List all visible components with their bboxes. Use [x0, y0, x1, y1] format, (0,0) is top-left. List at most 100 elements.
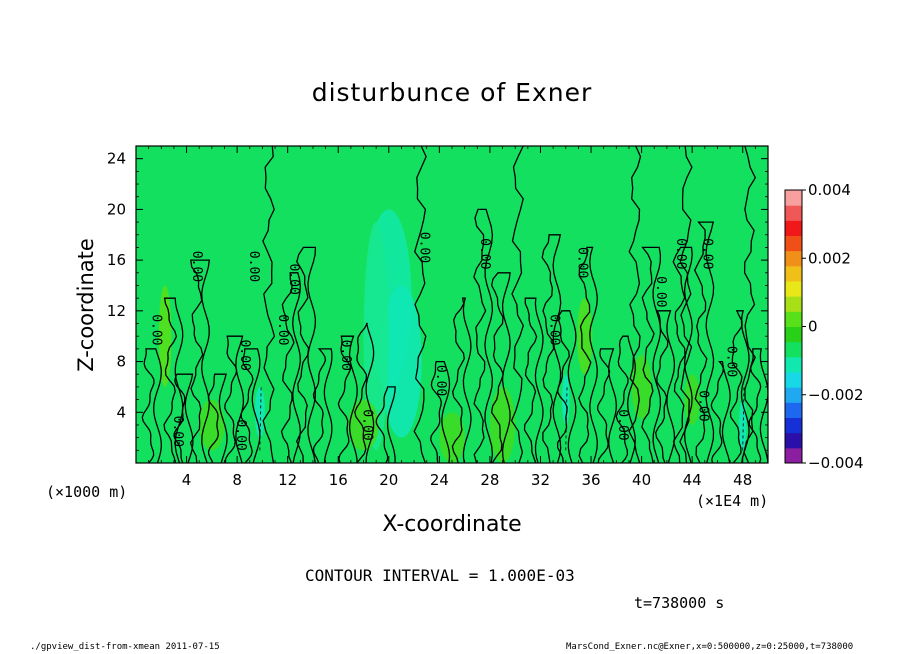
- colorbar-swatch: [785, 372, 802, 388]
- colorbar-tick-label: 0.002: [808, 249, 851, 267]
- x-tick-label: 12: [278, 471, 297, 489]
- zero-contour: [451, 297, 472, 463]
- zero-contour: [490, 272, 511, 463]
- field-patch: [561, 374, 570, 425]
- zero-contour: [597, 348, 617, 463]
- zero-contour: [207, 373, 228, 463]
- contour-label: 0.00: [547, 314, 562, 345]
- zero-contour: [748, 348, 768, 463]
- colorbar-swatch: [785, 250, 802, 267]
- contour-label: 0.00: [653, 276, 668, 307]
- y-axis: 4 8 12 16 20 24: [107, 150, 768, 451]
- contour-labels: 0.00 0.00 0.00 0.00 0.00 0.00 0.00 0.00 0.00 0.00…: [148, 232, 738, 451]
- x-unit-left: (×1000 m): [46, 483, 128, 501]
- zero-contour: [628, 146, 642, 463]
- x-tick-label: 24: [430, 471, 449, 489]
- x-tick-label: 8: [232, 471, 242, 489]
- x-tick-label: 40: [632, 471, 651, 489]
- zero-contour: [655, 310, 676, 463]
- time-label: t=738000 s: [634, 594, 725, 612]
- zero-contour: [473, 208, 494, 463]
- contour-label: 0.00: [724, 346, 739, 377]
- colorbar-swatch: [785, 326, 802, 343]
- x-tick-label: 20: [379, 471, 398, 489]
- x-tick-label: 16: [329, 471, 348, 489]
- zero-contour: [710, 360, 731, 463]
- zero-contour: [693, 221, 715, 463]
- zero-contour: [523, 297, 544, 463]
- x-axis: 4 8 12 16 20 24 28 32 36 40 44 48: [148, 146, 756, 489]
- x-tick-label: 28: [480, 471, 499, 489]
- zero-contour: [189, 259, 211, 463]
- contour-label: 0.00: [574, 247, 589, 278]
- y-tick-label: 16: [107, 251, 126, 269]
- contour-label: 0.00: [615, 409, 630, 440]
- contour-label: 0.00: [696, 390, 711, 421]
- zero-contour: [641, 246, 662, 463]
- x-unit-right: (×1E4 m): [696, 492, 769, 510]
- contour-interval-text: CONTOUR INTERVAL = 1.000E-03: [305, 566, 575, 585]
- contour-label: 0.00: [416, 232, 431, 263]
- zero-contour: [312, 348, 333, 463]
- y-tick-label: 12: [107, 302, 126, 320]
- field-patch: [199, 399, 225, 451]
- footer-left: ./gpview_dist-from-xmean 2011-07-15: [30, 642, 220, 652]
- zero-contour: [141, 348, 162, 463]
- contour-label: 0.00: [170, 416, 185, 447]
- colorbar-swatch: [785, 190, 802, 206]
- contour-label: 0.00: [338, 340, 353, 371]
- zero-contour: [413, 146, 427, 463]
- y-tick-label: 8: [116, 353, 126, 371]
- x-tick-label: 48: [733, 471, 752, 489]
- field-patch: [381, 285, 422, 438]
- contour-label: 0.00: [237, 340, 252, 371]
- chart-title: disturbunce of Exner: [311, 78, 593, 107]
- zero-contour: [280, 272, 301, 463]
- zero-contour: [578, 246, 598, 463]
- contour-label: 0.00: [477, 238, 492, 269]
- colorbar-swatch: [785, 220, 802, 236]
- colorbar-tick-label: −0.004: [808, 454, 864, 472]
- colorbar-swatch: [785, 356, 802, 373]
- field-patch: [577, 298, 593, 375]
- contour-label: 0.00: [233, 419, 248, 450]
- colorbar-swatch: [785, 205, 802, 221]
- colorbar-tick-label: 0.004: [808, 181, 851, 199]
- negative-contour: [565, 386, 568, 451]
- footer-right: MarsCond_Exner.nc@Exner,x=0:500000,z=0:2…: [566, 642, 854, 652]
- y-axis-label: Z-coordinate: [74, 238, 98, 372]
- x-tick-label: 36: [581, 471, 600, 489]
- plot-area-background: [136, 146, 768, 463]
- zero-contour: [743, 146, 757, 463]
- field-patch: [254, 386, 265, 438]
- x-tick-label: 44: [683, 471, 702, 489]
- y-tick-label: 4: [116, 403, 126, 421]
- zero-contour: [510, 146, 525, 463]
- zero-contour: [679, 146, 693, 463]
- contour-label: 0.00: [148, 314, 163, 345]
- colorbar-swatch: [785, 432, 802, 449]
- negative-contour: [259, 386, 262, 451]
- colorbar-tick-label: 0: [808, 318, 818, 336]
- field-patch: [631, 355, 652, 419]
- zero-contour: [729, 310, 750, 463]
- zero-contour: [672, 246, 693, 463]
- colorbar-swatch: [785, 281, 802, 297]
- colorbar-swatch: [785, 296, 802, 312]
- zero-contour: [337, 335, 358, 463]
- x-tick-label: 32: [531, 471, 550, 489]
- contour-label: 0.00: [246, 251, 261, 282]
- colorbar-swatch: [785, 341, 802, 358]
- zero-contour: [173, 373, 194, 463]
- zero-contour: [262, 146, 276, 463]
- zero-contour: [224, 335, 245, 463]
- zero-contour: [375, 386, 396, 463]
- y-tick-label: 24: [107, 150, 126, 168]
- colorbar-swatch: [785, 265, 802, 282]
- colorbar-swatch: [785, 402, 802, 418]
- contour-lines: [141, 146, 768, 463]
- colorbar-swatch: [785, 417, 802, 434]
- colorbar-swatch: [785, 447, 802, 464]
- x-axis-label: X-coordinate: [382, 512, 522, 537]
- contour-label: 0.00: [275, 314, 290, 345]
